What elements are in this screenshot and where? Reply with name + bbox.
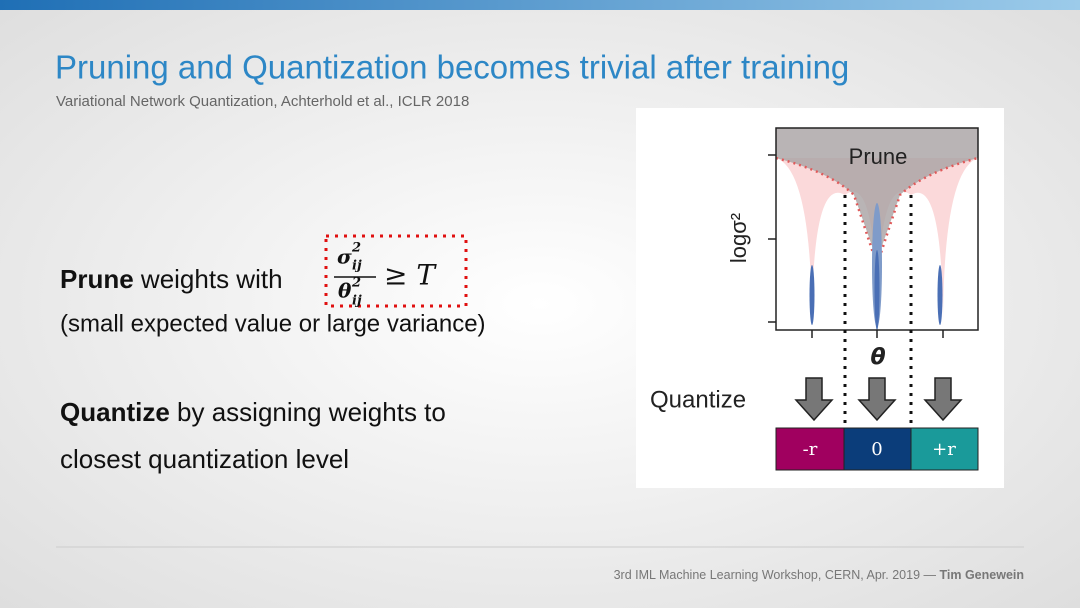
quantize-text-2: closest quantization level — [60, 444, 349, 474]
top-bar — [0, 0, 1080, 10]
prune-bold: Prune — [60, 264, 134, 294]
prune-region — [776, 128, 978, 260]
denominator-sub: ij — [352, 294, 362, 309]
numerator-sub: ij — [352, 259, 362, 274]
quantize-text: by assigning weights to — [177, 397, 446, 427]
quantize-bold: Quantize — [60, 397, 170, 427]
footer: 3rd IML Machine Learning Workshop, CERN,… — [614, 568, 1024, 582]
formula-box — [324, 234, 468, 308]
title: Pruning and Quantization becomes trivial… — [55, 49, 849, 86]
weight-cluster — [809, 265, 815, 325]
prune-text: weights with — [140, 264, 283, 294]
level-label: -r — [803, 439, 818, 460]
threshold-curve — [775, 156, 979, 270]
denominator-sup: 2 — [351, 276, 361, 291]
relation: ≥ T — [384, 259, 437, 292]
y-axis-label: logσ² — [726, 213, 751, 263]
prune-note: (small expected value or large variance) — [60, 310, 486, 337]
footer-event: 3rd IML Machine Learning Workshop, CERN,… — [614, 568, 937, 582]
footer-author: Tim Genewein — [939, 568, 1024, 582]
weight-cluster — [937, 265, 943, 325]
quantize-line: Quantize by assigning weights to — [60, 397, 446, 427]
level-label: +r — [932, 439, 956, 460]
x-axis-label: θ — [870, 345, 885, 370]
boundaries — [843, 195, 913, 428]
arrows — [794, 377, 963, 422]
prune-label: Prune — [849, 144, 908, 169]
figure: Prune logσ² θ Quantize -r 0 +r — [636, 108, 1004, 488]
denominator: θ — [338, 279, 352, 303]
level-box — [910, 427, 979, 471]
quantize-label: Quantize — [650, 386, 746, 413]
numerator-sup: 2 — [351, 241, 361, 256]
numerator: σ — [337, 245, 352, 269]
axis-ticks — [768, 154, 944, 338]
weight-cluster — [874, 250, 880, 330]
prune-line: Prune weights with — [60, 264, 283, 294]
subtitle: Variational Network Quantization, Achter… — [56, 93, 469, 110]
level-label: 0 — [871, 439, 882, 460]
